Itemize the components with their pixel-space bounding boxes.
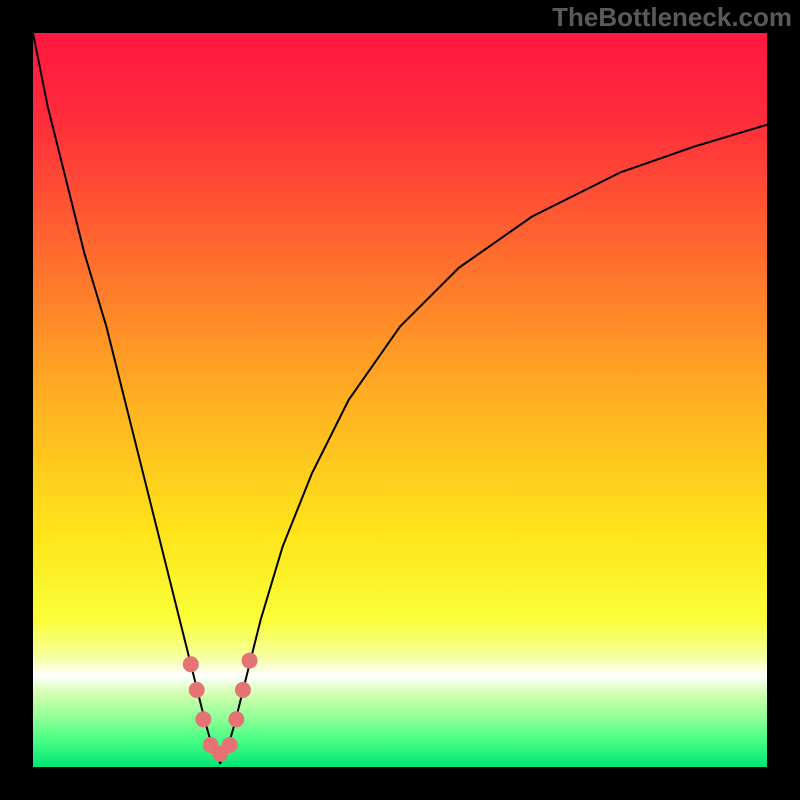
curve-marker [189,682,205,698]
curve-marker [222,737,238,753]
curve-marker [235,682,251,698]
watermark-text: TheBottleneck.com [552,2,792,33]
curve-marker [183,656,199,672]
chart-svg [0,0,800,800]
chart-plot-area [33,33,767,767]
curve-marker [228,711,244,727]
curve-marker [242,653,258,669]
curve-marker [195,711,211,727]
chart-root: TheBottleneck.com [0,0,800,800]
